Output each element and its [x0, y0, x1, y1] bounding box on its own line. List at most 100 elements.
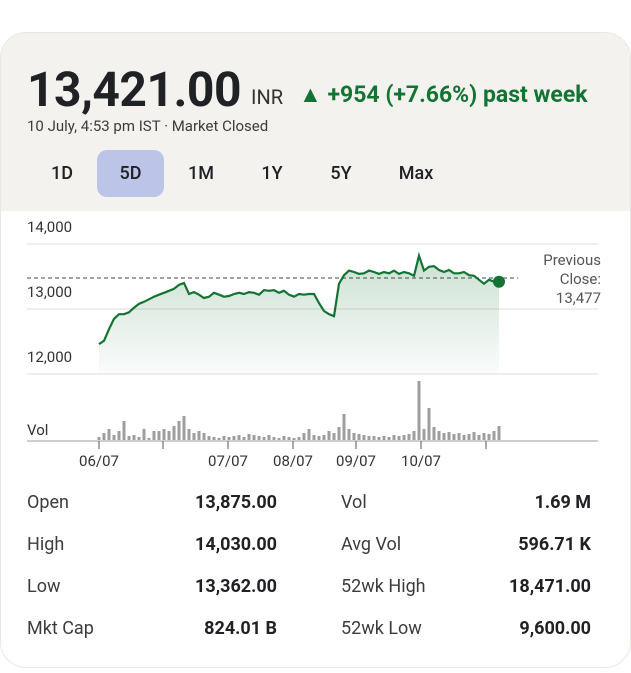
volume-bar [422, 429, 426, 441]
volume-bar [347, 429, 351, 441]
x-tick-label: 08/07 [273, 452, 313, 470]
volume-bar [352, 433, 356, 441]
volume-bar [372, 436, 376, 441]
volume-bar [242, 437, 246, 441]
volume-label: Vol [27, 421, 48, 439]
volume-bar [292, 438, 296, 441]
volume-bar [182, 416, 186, 441]
previous-close-value: 13,477 [555, 289, 601, 307]
volume-bar [227, 437, 231, 441]
volume-bar [362, 435, 366, 441]
volume-bar [102, 433, 106, 441]
volume-bar [142, 429, 146, 441]
volume-bar [137, 437, 141, 441]
volume-bar [472, 432, 476, 441]
volume-bar [392, 435, 396, 441]
volume-bar [307, 429, 311, 441]
volume-bar [467, 434, 471, 441]
volume-bar [452, 434, 456, 441]
volume-bar [437, 431, 441, 441]
volume-bar [302, 433, 306, 441]
volume-bar [112, 435, 116, 441]
volume-bar [407, 434, 411, 441]
volume-bar [207, 436, 211, 441]
volume-bar [462, 435, 466, 441]
price-area [99, 255, 499, 374]
volume-bar [172, 426, 176, 441]
volume-bar [377, 437, 381, 441]
stat-value: 596.71 K [518, 534, 591, 555]
volume-bar [197, 431, 201, 441]
volume-bar [442, 433, 446, 441]
volume-bar [312, 435, 316, 441]
currency: INR [251, 85, 284, 109]
price-line [98, 251, 499, 346]
volume-bar [322, 435, 326, 441]
stat-label: 52wk High [341, 576, 426, 597]
volume-bar [252, 435, 256, 441]
volume-bar [332, 433, 336, 441]
volume-bar [402, 435, 406, 441]
volume-bar [212, 437, 216, 441]
volume-bar [97, 437, 101, 441]
volume-bar [232, 436, 236, 441]
volume-bar [107, 429, 111, 441]
volume-bar [132, 435, 136, 441]
volume-bar [202, 433, 206, 441]
stat-label: Mkt Cap [27, 618, 94, 639]
volume-bar [497, 426, 501, 441]
range-tab[interactable]: 1Y [261, 163, 283, 184]
volume-bar [447, 432, 451, 441]
x-tick-label: 07/07 [208, 452, 248, 470]
stat-value: 13,875.00 [195, 492, 277, 513]
stat-value: 1.69 M [534, 492, 591, 513]
volume-bar [432, 427, 436, 441]
stat-label: Avg Vol [341, 534, 402, 555]
volume-bar [357, 434, 361, 441]
volume-bar [387, 437, 391, 441]
stat-value: 18,471.00 [509, 576, 591, 597]
stat-label: Low [27, 576, 61, 597]
stat-label: 52wk Low [341, 618, 422, 639]
price: 13,421.00 [27, 61, 242, 118]
timestamp: 10 July, 4:53 pm IST · Market Closed [27, 117, 269, 135]
volume-bar [147, 438, 151, 441]
x-tick-label: 09/07 [336, 452, 376, 470]
range-tab[interactable]: 1M [188, 163, 214, 184]
volume-bar [412, 431, 416, 441]
volume-bar [457, 433, 461, 441]
range-tab[interactable]: 1D [51, 163, 73, 184]
volume-bar [277, 438, 281, 441]
price-change: ▲ +954 (+7.66%) past week [299, 81, 588, 108]
volume-bar [417, 381, 421, 441]
volume-bar [342, 414, 346, 441]
volume-bar [397, 436, 401, 441]
volume-bar [117, 431, 121, 441]
volume-bar [427, 408, 431, 441]
volume-bar [217, 438, 221, 441]
stat-value: 14,030.00 [195, 534, 277, 555]
range-tab[interactable]: 5D [97, 150, 164, 197]
range-tab[interactable]: Max [398, 163, 434, 184]
volume-bar [237, 435, 241, 441]
x-tick-label: 06/07 [79, 452, 119, 470]
stat-label: Vol [341, 492, 367, 513]
volume-bar [382, 436, 386, 441]
range-tab[interactable]: 5Y [330, 163, 352, 184]
volume-bar [127, 436, 131, 441]
volume-bar [122, 421, 126, 441]
volume-bar [222, 436, 226, 441]
volume-bar [157, 431, 161, 441]
volume-bar [367, 436, 371, 441]
volume-bar [477, 435, 481, 441]
volume-bar [192, 433, 196, 441]
volume-bar [317, 436, 321, 441]
volume-bar [162, 429, 166, 441]
volume-bar [152, 431, 156, 441]
volume-bar [167, 431, 171, 441]
volume-bar [297, 437, 301, 441]
last-point [493, 275, 505, 288]
x-tick-label: 10/07 [401, 452, 441, 470]
stat-label: Open [27, 492, 69, 513]
